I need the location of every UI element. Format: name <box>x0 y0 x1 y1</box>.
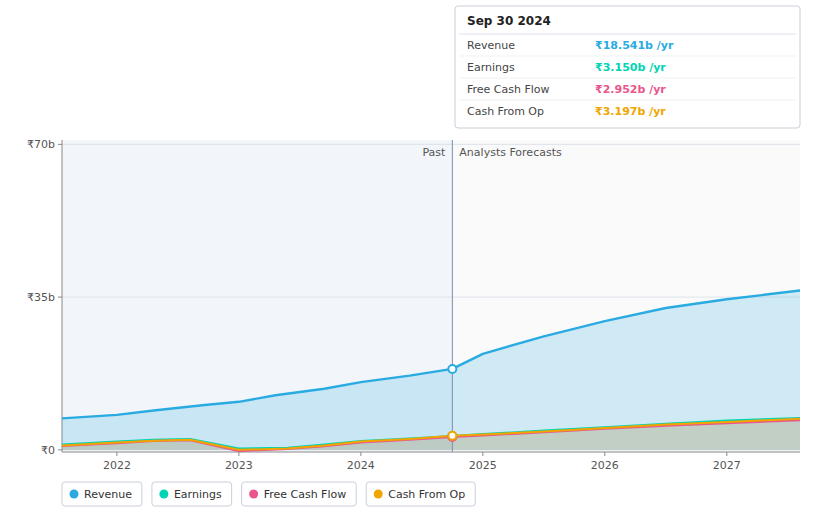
tooltip-row-value: ₹2.952b /yr <box>595 83 666 96</box>
legend-label: Revenue <box>84 488 132 501</box>
tooltip-row-value: ₹18.541b /yr <box>595 39 674 52</box>
tooltip: Sep 30 2024 Revenue ₹18.541b /yr Earnings ₹3… <box>455 6 800 128</box>
y-tick-label: ₹0 <box>41 444 55 457</box>
tooltip-row-name: Earnings <box>467 61 515 74</box>
legend-item: Revenue <box>62 482 142 506</box>
x-axis <box>62 452 800 453</box>
hover-dot <box>448 432 456 440</box>
area <box>62 291 800 450</box>
y-tick <box>58 297 62 298</box>
x-tick <box>482 452 483 456</box>
legend: Revenue Earnings Free Cash Flow Cash From O… <box>62 482 475 506</box>
x-tick <box>604 452 605 456</box>
x-tick-label: 2025 <box>469 459 497 472</box>
tooltip-separator <box>459 34 796 35</box>
area <box>62 419 800 450</box>
legend-swatch <box>249 490 258 499</box>
legend-item: Earnings <box>152 482 232 506</box>
grid-line <box>62 297 800 298</box>
legend-box <box>152 482 232 506</box>
hover-dot <box>448 365 456 373</box>
hover-dot <box>448 432 456 440</box>
tooltip-separator <box>459 56 796 57</box>
region-label: Analysts Forecasts <box>459 146 562 159</box>
legend-label: Cash From Op <box>388 488 465 501</box>
line <box>62 420 800 451</box>
tooltip-row-name: Free Cash Flow <box>467 83 550 96</box>
chart: ₹0 ₹35b ₹70b 2022 2023 2024 2025 2026 2027 Past An… <box>0 0 821 524</box>
tooltip-row-value: ₹3.150b /yr <box>595 61 666 74</box>
region-label: Past <box>422 146 446 159</box>
tooltip-box <box>455 6 800 128</box>
x-tick-label: 2026 <box>591 459 619 472</box>
x-tick-label: 2023 <box>225 459 253 472</box>
x-tick-label: 2027 <box>713 459 741 472</box>
x-tick <box>238 452 239 456</box>
legend-item: Free Cash Flow <box>242 482 357 506</box>
legend-swatch <box>374 490 383 499</box>
legend-label: Free Cash Flow <box>264 488 347 501</box>
legend-box <box>366 482 475 506</box>
divider <box>452 140 453 452</box>
legend-box <box>242 482 357 506</box>
tooltip-title: Sep 30 2024 <box>467 14 551 28</box>
x-tick <box>116 452 117 456</box>
x-tick-label: 2022 <box>103 459 131 472</box>
tooltip-separator <box>459 100 796 101</box>
legend-label: Earnings <box>174 488 222 501</box>
line <box>62 419 800 450</box>
area <box>62 418 800 450</box>
grid-line <box>62 144 800 145</box>
y-tick <box>58 449 62 450</box>
line <box>62 291 800 419</box>
tooltip-row-value: ₹3.197b /yr <box>595 105 666 118</box>
legend-box <box>62 482 142 506</box>
tooltip-separator <box>459 78 796 79</box>
plot-area <box>62 291 800 452</box>
y-tick-label: ₹35b <box>27 291 55 304</box>
legend-swatch <box>70 490 79 499</box>
x-tick <box>726 452 727 456</box>
legend-item: Cash From Op <box>366 482 475 506</box>
x-tick-label: 2024 <box>347 459 375 472</box>
tooltip-row-name: Cash From Op <box>467 105 544 118</box>
background <box>0 0 821 524</box>
legend-swatch <box>159 490 168 499</box>
y-tick-label: ₹70b <box>27 138 55 151</box>
x-tick <box>360 452 361 456</box>
y-axis <box>62 140 63 452</box>
y-tick <box>58 144 62 145</box>
tooltip-row-name: Revenue <box>467 39 515 52</box>
